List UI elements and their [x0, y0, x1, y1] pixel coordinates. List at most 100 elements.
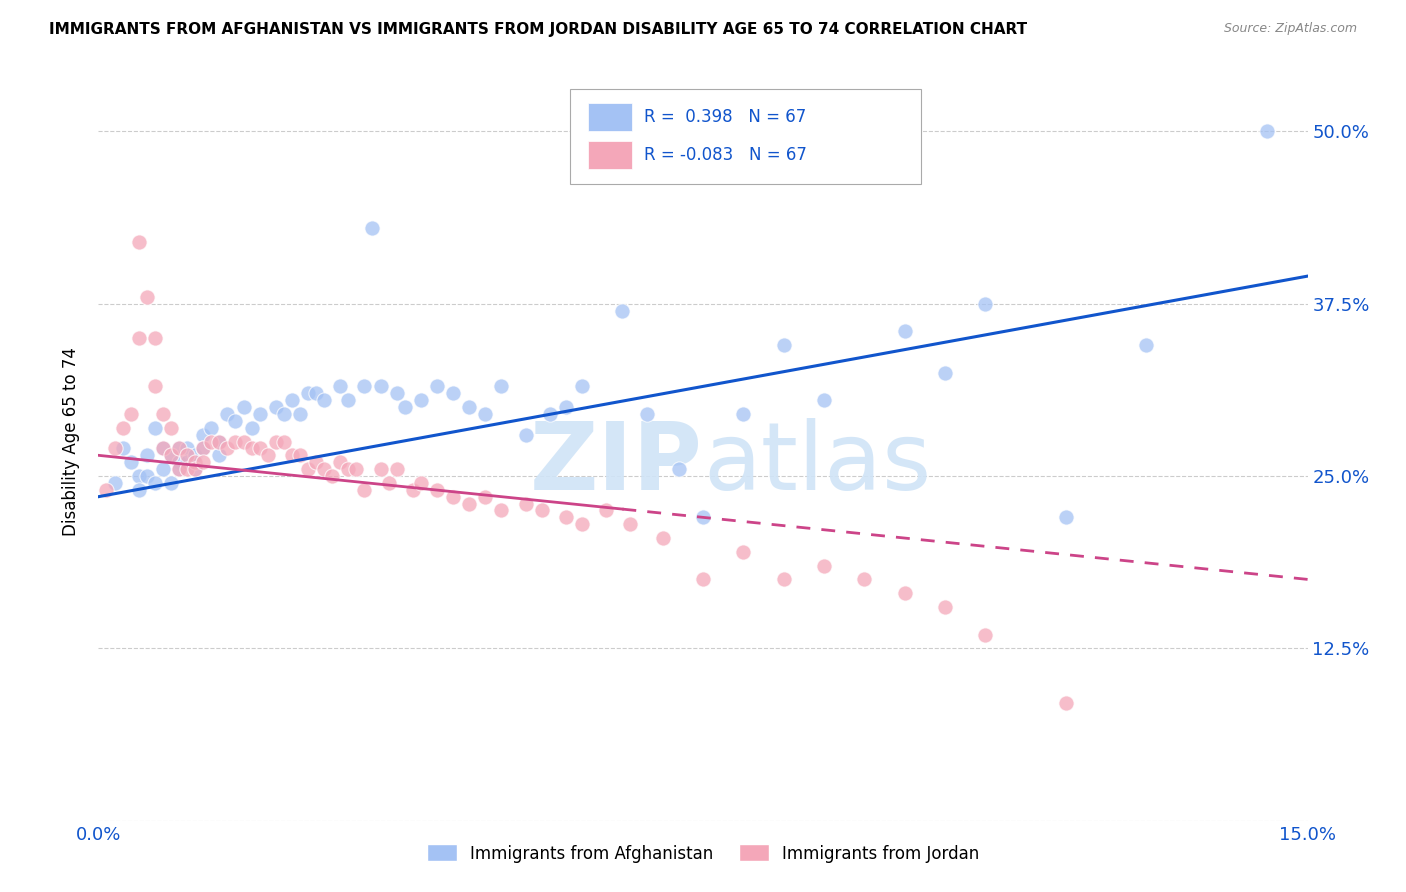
- Legend: Immigrants from Afghanistan, Immigrants from Jordan: Immigrants from Afghanistan, Immigrants …: [420, 838, 986, 869]
- Point: [297, 462, 319, 476]
- Point: [1054, 697, 1077, 711]
- Point: [337, 462, 360, 476]
- Point: [273, 407, 295, 421]
- Point: [160, 475, 183, 490]
- Point: [733, 545, 755, 559]
- Text: R = -0.083   N = 67: R = -0.083 N = 67: [644, 146, 807, 164]
- Point: [120, 407, 142, 421]
- Point: [337, 393, 360, 408]
- Point: [426, 379, 449, 393]
- Point: [167, 455, 190, 469]
- Point: [314, 393, 336, 408]
- Point: [232, 434, 254, 449]
- Point: [264, 400, 287, 414]
- Point: [402, 483, 425, 497]
- Point: [128, 469, 150, 483]
- Point: [813, 393, 835, 408]
- Point: [305, 386, 328, 401]
- Point: [273, 434, 295, 449]
- Point: [353, 379, 375, 393]
- Point: [409, 393, 432, 408]
- Point: [152, 442, 174, 456]
- Point: [692, 510, 714, 524]
- Point: [103, 442, 125, 456]
- Point: [515, 427, 537, 442]
- Point: [934, 599, 956, 614]
- Point: [208, 434, 231, 449]
- Point: [441, 490, 464, 504]
- Point: [135, 290, 157, 304]
- Point: [651, 531, 673, 545]
- Point: [394, 400, 416, 414]
- Point: [103, 475, 125, 490]
- Point: [530, 503, 553, 517]
- Point: [176, 462, 198, 476]
- Point: [772, 573, 794, 587]
- Point: [249, 442, 271, 456]
- Point: [733, 407, 755, 421]
- Point: [160, 448, 183, 462]
- Point: [128, 331, 150, 345]
- Point: [555, 510, 578, 524]
- Point: [200, 421, 222, 435]
- Point: [167, 462, 190, 476]
- Text: ZIP: ZIP: [530, 418, 703, 510]
- Point: [329, 379, 352, 393]
- Point: [515, 497, 537, 511]
- Point: [232, 400, 254, 414]
- Text: R =  0.398   N = 67: R = 0.398 N = 67: [644, 108, 806, 126]
- Point: [329, 455, 352, 469]
- Point: [184, 462, 207, 476]
- Point: [281, 448, 304, 462]
- Point: [240, 442, 263, 456]
- Point: [426, 483, 449, 497]
- Point: [128, 483, 150, 497]
- Point: [281, 393, 304, 408]
- Point: [143, 475, 166, 490]
- FancyBboxPatch shape: [588, 141, 631, 169]
- FancyBboxPatch shape: [588, 103, 631, 130]
- Point: [458, 497, 481, 511]
- Point: [813, 558, 835, 573]
- Point: [934, 366, 956, 380]
- Text: IMMIGRANTS FROM AFGHANISTAN VS IMMIGRANTS FROM JORDAN DISABILITY AGE 65 TO 74 CO: IMMIGRANTS FROM AFGHANISTAN VS IMMIGRANT…: [49, 22, 1028, 37]
- Point: [167, 462, 190, 476]
- Point: [1256, 124, 1278, 138]
- Point: [612, 303, 634, 318]
- Point: [619, 517, 641, 532]
- Point: [853, 573, 876, 587]
- Point: [152, 442, 174, 456]
- Point: [1054, 510, 1077, 524]
- Point: [135, 469, 157, 483]
- Point: [636, 407, 658, 421]
- Point: [474, 490, 496, 504]
- Point: [249, 407, 271, 421]
- Point: [160, 421, 183, 435]
- Point: [176, 442, 198, 456]
- Point: [385, 386, 408, 401]
- Point: [128, 235, 150, 249]
- Point: [224, 434, 246, 449]
- Point: [555, 400, 578, 414]
- Point: [1135, 338, 1157, 352]
- Point: [288, 448, 311, 462]
- Point: [974, 296, 997, 310]
- Point: [193, 455, 215, 469]
- Point: [217, 442, 239, 456]
- Point: [240, 421, 263, 435]
- Y-axis label: Disability Age 65 to 74: Disability Age 65 to 74: [62, 347, 80, 536]
- Point: [361, 220, 384, 235]
- Point: [458, 400, 481, 414]
- Point: [184, 455, 207, 469]
- Point: [256, 448, 278, 462]
- Point: [193, 442, 215, 456]
- Point: [893, 324, 915, 338]
- Point: [217, 407, 239, 421]
- Point: [474, 407, 496, 421]
- Point: [353, 483, 375, 497]
- Point: [111, 421, 134, 435]
- Point: [143, 331, 166, 345]
- Point: [491, 503, 513, 517]
- Point: [193, 427, 215, 442]
- Point: [893, 586, 915, 600]
